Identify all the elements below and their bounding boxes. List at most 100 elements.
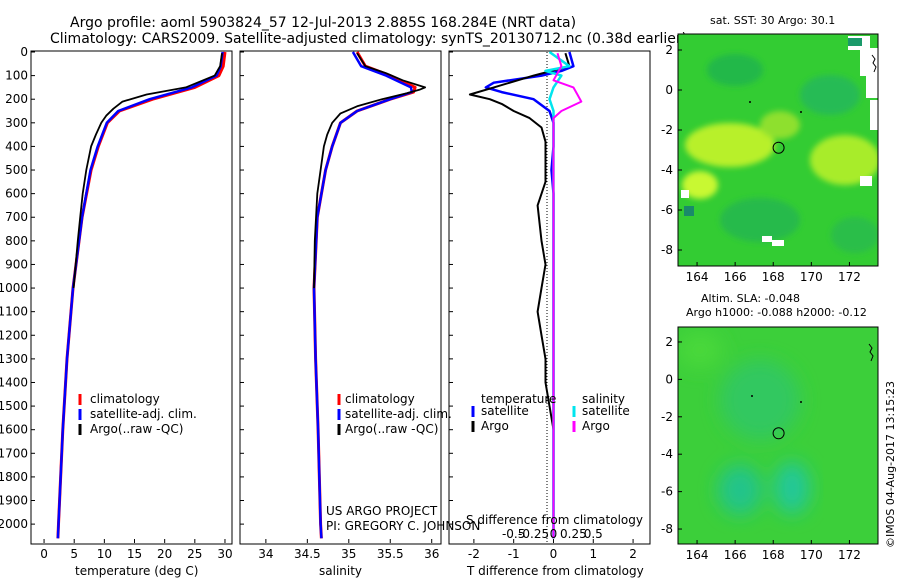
sst-warm-patch-1: [685, 123, 775, 167]
t-difference-axis-label: T difference from climatology: [466, 564, 644, 578]
x-tick-label: 15: [127, 547, 142, 561]
sst-cool-patch-3: [720, 198, 800, 242]
legend-salinity-heading: salinity: [582, 392, 625, 406]
x-tick-label: -1: [508, 547, 520, 561]
series-line-satellite-adj-clim-: [312, 51, 414, 539]
series-line-t-argo: [468, 52, 571, 539]
depth-tick-label: 1400: [0, 375, 28, 389]
legend-argo: Argo(..raw -QC): [90, 422, 183, 436]
sla-low-patch-2: [774, 462, 810, 514]
sst-teal-pixel-1: [684, 206, 694, 216]
legend-satellite: satellite-adj. clim.: [345, 407, 452, 421]
x-tick-label: 35.5: [377, 547, 404, 561]
difference-series: [468, 50, 583, 539]
depth-tick-label: 1800: [0, 470, 28, 484]
series-line-argo-raw-qc-: [313, 52, 427, 289]
sst-gap-3: [866, 74, 878, 98]
sst-warm-patch-2: [810, 135, 878, 185]
map-y-tick-label: -6: [661, 203, 673, 217]
x-tick-label: 5: [70, 547, 78, 561]
sla-map-field: [678, 327, 878, 544]
sst-gap-2: [860, 48, 878, 76]
temperature-panel-frame: [30, 50, 233, 545]
map-y-tick-label: -8: [661, 243, 673, 257]
sla-mid-patch: [720, 360, 800, 440]
map-y-tick-label: -2: [661, 123, 673, 137]
sla-high-patch: [678, 332, 722, 368]
map-x-tick-label: 168: [762, 548, 785, 562]
map-y-tick-label: -4: [661, 447, 673, 461]
legend-climatology: climatology: [345, 392, 415, 406]
map-y-tick-label: -6: [661, 485, 673, 499]
map-x-tick-label: 170: [800, 548, 823, 562]
sst-island-dot-2: [800, 111, 802, 113]
map-x-tick-label: 170: [800, 270, 823, 284]
salinity-legend: climatology satellite-adj. clim. Argo(..…: [337, 392, 452, 436]
depth-tick-label: 1300: [0, 352, 28, 366]
sst-cool-patch-1: [707, 54, 763, 86]
map-x-tick-label: 166: [724, 548, 747, 562]
imos-credit: ©IMOS 04-Aug-2017 13:15:23: [884, 381, 897, 548]
depth-tick-label: 1100: [0, 305, 28, 319]
depth-tick-label: 800: [5, 234, 28, 248]
x-tick-label: 0: [550, 547, 558, 561]
x-tick-label: 10: [97, 547, 112, 561]
s-difference-axis-label: S difference from climatology: [466, 513, 643, 527]
x-tick-label: 0: [40, 547, 48, 561]
depth-tick-label: 0: [20, 45, 28, 59]
s-tick-label: 0.5: [584, 527, 603, 541]
sst-island-dot-1: [749, 101, 751, 103]
sla-map-title-line-2: Argo h1000: -0.088 h2000: -0.12: [686, 306, 867, 319]
depth-tick-label: 1900: [0, 494, 28, 508]
map-y-tick-label: -8: [661, 522, 673, 536]
x-tick-label: 2: [629, 547, 637, 561]
depth-tick-label: 1500: [0, 399, 28, 413]
coastline-sla: [868, 343, 874, 362]
legend-satellite: satellite-adj. clim.: [90, 407, 197, 421]
s-tick-label: -0.5: [502, 527, 525, 541]
depth-tick-label: 1600: [0, 423, 28, 437]
map-x-tick-label: 166: [724, 270, 747, 284]
depth-tick-label: 1200: [0, 328, 28, 342]
x-tick-label: 35: [341, 547, 356, 561]
sla-argo-marker: [772, 427, 785, 440]
x-tick-label: 34: [258, 547, 273, 561]
legend-s-satellite: satellite: [582, 404, 630, 418]
temperature-series: [56, 51, 227, 539]
depth-tick-label: 700: [5, 210, 28, 224]
legend-t-argo: Argo: [481, 419, 509, 433]
series-line-satellite-adj-clim-: [56, 51, 224, 539]
x-tick-label: 1: [589, 547, 597, 561]
series-line-argo-raw-qc-: [72, 53, 223, 289]
sst-gap-4: [870, 100, 878, 130]
legend-s-argo: Argo: [582, 419, 610, 433]
legend-temperature-heading: temperature: [481, 392, 556, 406]
map-y-tick-label: 0: [665, 83, 673, 97]
sla-low-patch-1: [718, 465, 762, 515]
s-tick-label: -0.25: [518, 527, 549, 541]
depth-tick-label: 2000: [0, 517, 28, 531]
sst-gap-7: [772, 240, 784, 246]
depth-tick-label: 900: [5, 257, 28, 271]
sst-gap-6: [762, 236, 772, 242]
sla-map-title-line-1: Altim. SLA: -0.048: [701, 292, 800, 305]
depth-tick-label: 300: [5, 116, 28, 130]
coastline-sst: [871, 54, 877, 73]
salinity-panel-frame: [239, 50, 442, 545]
x-tick-label: 20: [157, 547, 172, 561]
s-tick-label: 0: [550, 527, 558, 541]
axes-ticks: 0 5 10 15 20 25 30 34 34.5 35 35.5 36 -2 -1 0 1 2 -0.5-0.…: [0, 45, 637, 561]
map-y-tick-label: 0: [665, 372, 673, 386]
difference-legend: temperature satellite Argo salinity sate…: [471, 392, 630, 433]
x-tick-label: 36: [424, 547, 439, 561]
legend-argo: Argo(..raw -QC): [345, 422, 438, 436]
sst-teal-pixel-2: [848, 38, 862, 46]
map-x-tick-label: 164: [686, 270, 709, 284]
sst-map-field: [678, 34, 878, 266]
sst-map-axes: 164 166 168 170 172 2 0 -2 -4 -6 -8: [661, 43, 861, 284]
map-x-tick-label: 172: [838, 270, 861, 284]
sla-map-frame: [677, 326, 879, 545]
map-x-tick-label: 168: [762, 270, 785, 284]
depth-tick-label: 1000: [0, 281, 28, 295]
x-tick-label: 25: [187, 547, 202, 561]
